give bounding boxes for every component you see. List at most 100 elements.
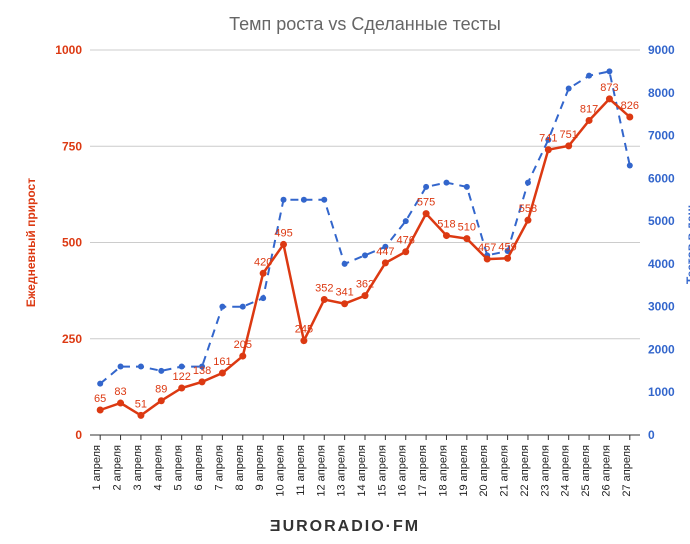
series-growth-point xyxy=(484,256,491,263)
data-label: 341 xyxy=(335,287,353,299)
x-tick-label: 5 апреля xyxy=(173,445,185,491)
x-tick-label: 18 апреля xyxy=(437,445,449,497)
series-growth-point xyxy=(117,400,124,407)
x-tick-label: 20 апреля xyxy=(478,445,490,497)
data-label: 245 xyxy=(295,324,313,336)
series-tests-point xyxy=(464,184,470,190)
series-growth-point xyxy=(321,296,328,303)
data-label: 352 xyxy=(315,282,333,294)
data-label: 751 xyxy=(560,129,578,141)
x-tick-label: 25 апреля xyxy=(580,445,592,497)
series-growth-point xyxy=(341,300,348,307)
data-label: 83 xyxy=(114,386,126,398)
series-growth-point xyxy=(504,255,511,262)
y-right-tick: 8000 xyxy=(648,86,675,100)
footer-logo: ƎURORADIO·FM xyxy=(0,518,690,536)
x-tick-label: 10 апреля xyxy=(275,445,287,497)
x-tick-label: 26 апреля xyxy=(600,445,612,497)
series-tests-point xyxy=(179,364,185,370)
series-growth-point xyxy=(565,142,572,149)
x-tick-label: 14 апреля xyxy=(356,445,368,497)
x-tick-label: 6 апреля xyxy=(193,445,205,491)
series-tests-point xyxy=(281,197,287,203)
series-growth-point xyxy=(178,385,185,392)
y-right-tick: 5000 xyxy=(648,214,675,228)
data-label: 826 xyxy=(621,100,639,112)
series-growth-point xyxy=(199,378,206,385)
x-tick-label: 17 апреля xyxy=(417,445,429,497)
x-tick-label: 16 апреля xyxy=(397,445,409,497)
series-growth-point xyxy=(219,370,226,377)
series-tests-point xyxy=(566,86,572,92)
series-growth-point xyxy=(300,337,307,344)
x-tick-label: 8 апреля xyxy=(234,445,246,491)
series-tests-point xyxy=(219,304,225,310)
y-right-tick: 2000 xyxy=(648,342,675,356)
series-tests-point xyxy=(138,364,144,370)
series-growth-point xyxy=(402,248,409,255)
data-label: 420 xyxy=(254,256,272,268)
series-tests-point xyxy=(362,252,368,258)
chart-svg: Темп роста vs Сделанные тесты 0 250 500 750 1… xyxy=(0,0,690,544)
y-left-tick: 500 xyxy=(62,236,82,250)
data-label: 138 xyxy=(193,365,211,377)
data-label: 575 xyxy=(417,197,435,209)
series-tests-point xyxy=(586,73,592,79)
data-label: 51 xyxy=(135,398,147,410)
data-label: 122 xyxy=(172,371,190,383)
series-growth-point xyxy=(239,353,246,360)
x-tick-label: 11 апреля xyxy=(295,445,307,496)
series-tests-point xyxy=(525,180,531,186)
series-tests-line xyxy=(100,71,630,383)
series-growth-point xyxy=(524,217,531,224)
x-tick-label: 24 апреля xyxy=(560,445,572,497)
x-tick-label: 7 апреля xyxy=(213,445,225,491)
y-right-tick: 9000 xyxy=(648,43,675,57)
series-tests-point xyxy=(403,218,409,224)
series-tests-point xyxy=(260,295,266,301)
series-tests-point xyxy=(443,180,449,186)
y-right-label: Тестов в день xyxy=(684,201,690,284)
series-growth-point xyxy=(606,95,613,102)
x-tick-label: 23 апреля xyxy=(539,445,551,497)
chart-title: Темп роста vs Сделанные тесты xyxy=(229,14,501,34)
series-tests-point xyxy=(240,304,246,310)
x-tick-label: 4 апреля xyxy=(152,445,164,491)
y-right-tick: 3000 xyxy=(648,300,675,314)
y-right-tick: 4000 xyxy=(648,257,675,271)
series-tests-point xyxy=(118,364,124,370)
x-tick-label: 2 апреля xyxy=(112,445,124,491)
y-right-tick: 6000 xyxy=(648,171,675,185)
series-tests-point xyxy=(423,184,429,190)
series-tests-point xyxy=(342,261,348,267)
data-label: 741 xyxy=(539,133,557,145)
y-left-tick: 1000 xyxy=(55,43,82,57)
chart-container: { "chart": { "type": "line-dual-axis", "… xyxy=(0,0,690,544)
series-growth-point xyxy=(137,412,144,419)
series-tests-point xyxy=(606,68,612,74)
series-tests-point xyxy=(158,368,164,374)
series-growth-point xyxy=(260,270,267,277)
x-tick-label: 19 апреля xyxy=(458,445,470,497)
y-right-tick: 1000 xyxy=(648,385,675,399)
x-tick-label: 21 апреля xyxy=(499,445,511,497)
data-label: 89 xyxy=(155,384,167,396)
data-label: 457 xyxy=(478,242,496,254)
series-tests-point xyxy=(97,381,103,387)
data-label: 476 xyxy=(397,235,415,247)
y-left-label: Ежедневный прирост xyxy=(24,178,38,307)
series-growth-point xyxy=(280,241,287,248)
series-tests-point xyxy=(321,197,327,203)
data-label: 510 xyxy=(458,222,476,234)
x-tick-label: 22 апреля xyxy=(519,445,531,497)
x-tick-label: 3 апреля xyxy=(132,445,144,491)
y-left-tick: 250 xyxy=(62,332,82,346)
series-growth-point xyxy=(382,259,389,266)
x-tick-label: 9 апреля xyxy=(254,445,266,491)
y-left-tick: 750 xyxy=(62,139,82,153)
series-tests-point xyxy=(627,163,633,169)
data-label: 161 xyxy=(213,356,231,368)
y-left-tick: 0 xyxy=(75,428,82,442)
x-tick-label: 13 апреля xyxy=(336,445,348,497)
data-label: 873 xyxy=(600,82,618,94)
